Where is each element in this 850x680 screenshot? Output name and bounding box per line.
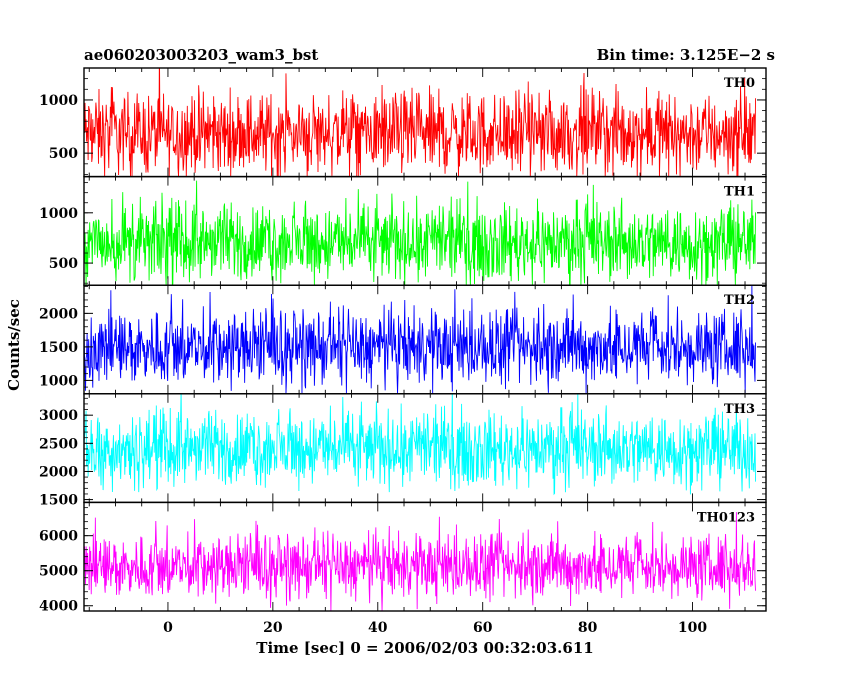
light-curve-th1 — [84, 180, 756, 286]
light-curve-th3 — [84, 393, 756, 496]
y-tick-label: 5000 — [39, 564, 78, 580]
y-tick-label: 1000 — [39, 206, 78, 222]
file-title: ae060203003203_wam3_bst — [84, 46, 318, 64]
light-curve-th0 — [84, 68, 756, 177]
panel-label-th1: TH1 — [724, 185, 755, 200]
y-tick-label: 2500 — [39, 436, 78, 452]
x-tick-label: 80 — [578, 620, 598, 636]
y-tick-label: 4000 — [39, 599, 78, 615]
y-tick-label: 500 — [49, 256, 78, 272]
x-tick-label: 0 — [163, 620, 173, 636]
y-tick-label: 2000 — [39, 464, 78, 480]
y-axis-label: Counts/sec — [5, 299, 23, 391]
panel-label-th0123: TH0123 — [697, 510, 755, 525]
panel-frame — [83, 501, 767, 612]
panels-group: 500 1000 TH0 500 1000 TH1 1000 1500 2000 TH2 1500 2… — [39, 67, 767, 615]
panel-frame — [83, 284, 767, 395]
x-axis: 0 20 40 60 80 100 — [163, 620, 707, 636]
panel-label-th0: TH0 — [724, 76, 755, 91]
bin-time-label: Bin time: 3.125E−2 s — [597, 46, 775, 64]
y-tick-label: 1000 — [39, 93, 78, 109]
x-tick-label: 20 — [263, 620, 283, 636]
panel-th0: 500 1000 TH0 — [39, 67, 767, 178]
panel-th3: 1500 2000 2500 3000 TH3 — [39, 393, 767, 509]
panel-th0123: 4000 5000 6000 TH0123 — [39, 501, 767, 615]
y-tick-label: 6000 — [39, 529, 78, 545]
panel-th2: 1000 1500 2000 TH2 — [39, 284, 767, 395]
panel-th1: 500 1000 TH1 — [39, 175, 767, 286]
y-tick-label: 1500 — [39, 340, 78, 356]
x-tick-label: 60 — [473, 620, 493, 636]
y-tick-label: 1000 — [39, 373, 78, 389]
y-tick-label: 1500 — [39, 493, 78, 509]
light-curve-th0123 — [84, 512, 756, 611]
x-axis-label: Time [sec] 0 = 2006/02/03 00:32:03.611 — [256, 639, 593, 657]
y-tick-label: 3000 — [39, 408, 78, 424]
y-tick-label: 500 — [49, 146, 78, 162]
y-tick-label: 2000 — [39, 306, 78, 322]
light-curve-th2 — [84, 285, 756, 394]
x-tick-label: 100 — [678, 620, 707, 636]
panel-label-th2: TH2 — [724, 293, 755, 308]
panel-label-th3: TH3 — [724, 402, 755, 417]
x-tick-label: 40 — [368, 620, 388, 636]
